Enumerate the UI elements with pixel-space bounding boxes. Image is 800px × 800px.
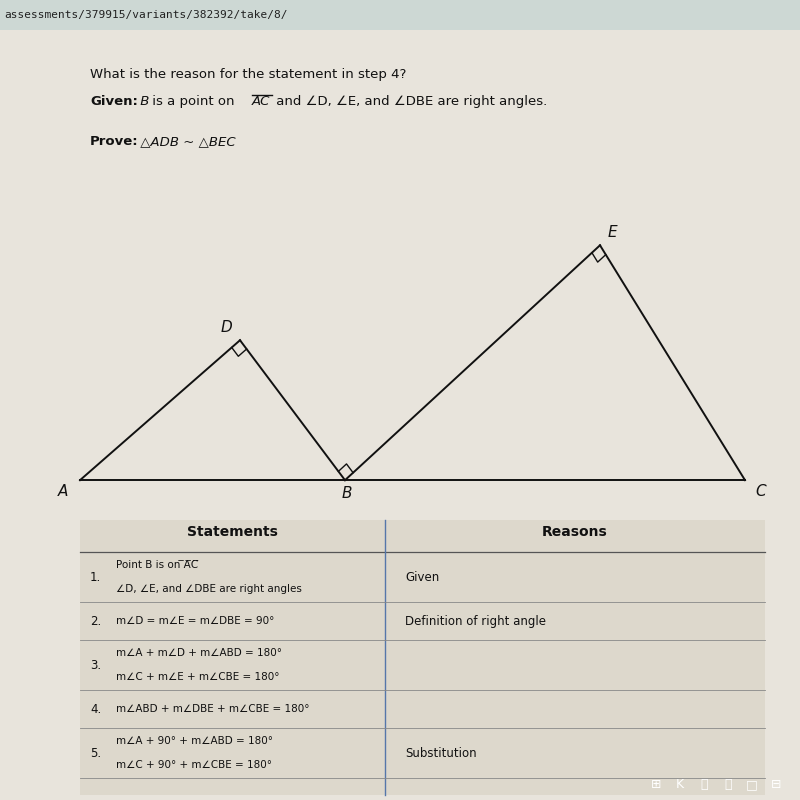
Text: What is the reason for the statement in step 4?: What is the reason for the statement in … [90, 68, 406, 82]
Text: Point B is on ̅A̅C̅: Point B is on ̅A̅C̅ [116, 560, 198, 570]
Text: D: D [220, 320, 232, 335]
Text: □: □ [746, 778, 758, 791]
Text: Reasons: Reasons [542, 525, 608, 539]
Text: m∠C + 90° + m∠CBE = 180°: m∠C + 90° + m∠CBE = 180° [116, 760, 272, 770]
Text: Statements: Statements [187, 525, 278, 539]
Text: m∠A + m∠D + m∠ABD = 180°: m∠A + m∠D + m∠ABD = 180° [116, 648, 282, 658]
Text: Given:: Given: [90, 95, 138, 108]
Text: K: K [676, 778, 684, 791]
Text: A: A [58, 484, 68, 499]
Text: Given: Given [405, 570, 439, 584]
Text: ⊞: ⊞ [650, 778, 662, 791]
Text: 5.: 5. [90, 746, 101, 759]
Text: B: B [136, 95, 150, 108]
Text: Definition of right angle: Definition of right angle [405, 614, 546, 627]
Text: 3.: 3. [90, 658, 101, 671]
Text: ∠D, ∠E, and ∠DBE are right angles: ∠D, ∠E, and ∠DBE are right angles [116, 584, 302, 594]
Text: △ADB ~ △BEC: △ADB ~ △BEC [136, 135, 236, 148]
Text: B: B [342, 486, 352, 501]
Text: ⊟: ⊟ [770, 778, 782, 791]
Text: Substitution: Substitution [405, 746, 477, 759]
Text: 🔊: 🔊 [700, 778, 708, 791]
Text: and ∠D, ∠E, and ∠DBE are right angles.: and ∠D, ∠E, and ∠DBE are right angles. [272, 95, 547, 108]
Text: E: E [608, 226, 618, 240]
Text: assessments/379915/variants/382392/take/8/: assessments/379915/variants/382392/take/… [4, 10, 287, 20]
Bar [80, 520, 765, 795]
Text: C: C [755, 484, 766, 499]
Text: m∠C + m∠E + m∠CBE = 180°: m∠C + m∠E + m∠CBE = 180° [116, 672, 279, 682]
Text: 🔵: 🔵 [724, 778, 732, 791]
Text: 1.: 1. [90, 570, 102, 584]
Text: m∠ABD + m∠DBE + m∠CBE = 180°: m∠ABD + m∠DBE + m∠CBE = 180° [116, 704, 310, 714]
Text: is a point on: is a point on [148, 95, 238, 108]
Text: AC: AC [252, 95, 270, 108]
Text: 2.: 2. [90, 614, 102, 627]
Text: Prove:: Prove: [90, 135, 138, 148]
Text: m∠D = m∠E = m∠DBE = 90°: m∠D = m∠E = m∠DBE = 90° [116, 616, 274, 626]
Text: 4.: 4. [90, 702, 102, 715]
Text: m∠A + 90° + m∠ABD = 180°: m∠A + 90° + m∠ABD = 180° [116, 736, 273, 746]
